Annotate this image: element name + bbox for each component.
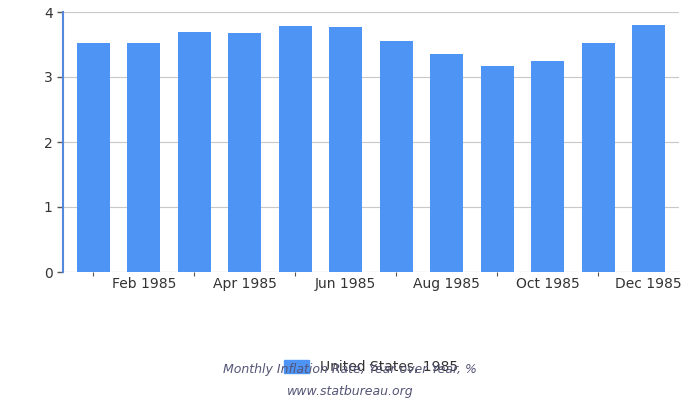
Legend: United States, 1985: United States, 1985 [284,360,458,374]
Bar [329,27,362,272]
Bar [582,43,615,272]
Bar [127,43,160,272]
Bar [380,40,413,272]
Bar [430,54,463,272]
Text: Monthly Inflation Rate, Year over Year, %: Monthly Inflation Rate, Year over Year, … [223,364,477,376]
Bar [228,33,261,272]
Bar [279,26,312,272]
Bar [77,42,110,272]
Bar [632,25,665,272]
Bar [481,66,514,272]
Text: www.statbureau.org: www.statbureau.org [287,386,413,398]
Bar [178,32,211,272]
Bar [531,61,564,272]
